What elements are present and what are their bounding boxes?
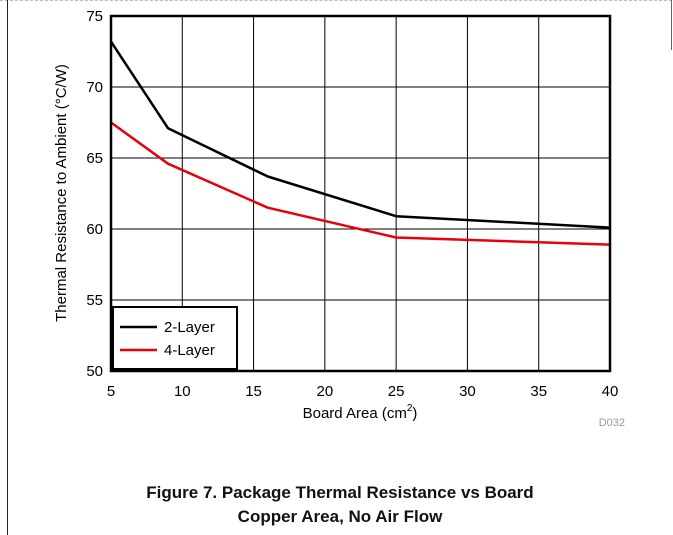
y-tick-label: 60 — [86, 221, 103, 238]
series-layer — [109, 40, 611, 246]
thermal-resistance-chart: 5 10 15 20 25 30 35 40 50 55 60 65 70 75 Board Area … — [53, 8, 625, 429]
page-top-border — [0, 0, 672, 2]
x-tick-label: 40 — [602, 383, 619, 400]
x-tick-label: 10 — [174, 383, 191, 400]
y-tick-label: 50 — [86, 363, 103, 380]
legend-box — [112, 306, 238, 370]
y-tick-label: 75 — [86, 8, 103, 25]
page-left-border — [7, 0, 8, 535]
x-tick-label: 5 — [107, 383, 115, 400]
y-tick-label: 70 — [86, 79, 103, 96]
x-tick-label: 35 — [530, 383, 547, 400]
x-tick-labels: 5 10 15 20 25 30 35 40 — [107, 383, 619, 400]
page-right-border — [671, 0, 672, 50]
x-tick-label: 15 — [245, 383, 262, 400]
caption-line-2: Copper Area, No Air Flow — [237, 507, 443, 526]
y-tick-labels: 50 55 60 65 70 75 — [86, 8, 103, 380]
y-axis-label: Thermal Resistance to Ambient (°C/W) — [53, 64, 70, 322]
x-tick-label: 25 — [388, 383, 405, 400]
y-tick-label: 55 — [86, 292, 103, 309]
y-tick-label: 65 — [86, 150, 103, 167]
plot-area-border — [109, 14, 612, 373]
series-line-2-layer — [109, 40, 611, 229]
figure-id-annotation: D032 — [599, 417, 625, 429]
x-axis-label: Board Area (cm2) — [303, 403, 418, 422]
series-line-4-layer — [110, 121, 611, 246]
x-axis-label-superscript: 2 — [407, 403, 413, 414]
x-tick-label: 20 — [317, 383, 334, 400]
legend-label-4-layer: 4-Layer — [164, 342, 215, 359]
caption-line-1: Figure 7. Package Thermal Resistance vs … — [146, 483, 534, 502]
legend-label-2-layer: 2-Layer — [164, 319, 215, 336]
figure-caption: Figure 7. Package Thermal Resistance vs … — [90, 481, 590, 529]
legend: 2-Layer 4-Layer — [112, 306, 238, 370]
x-tick-label: 30 — [459, 383, 476, 400]
